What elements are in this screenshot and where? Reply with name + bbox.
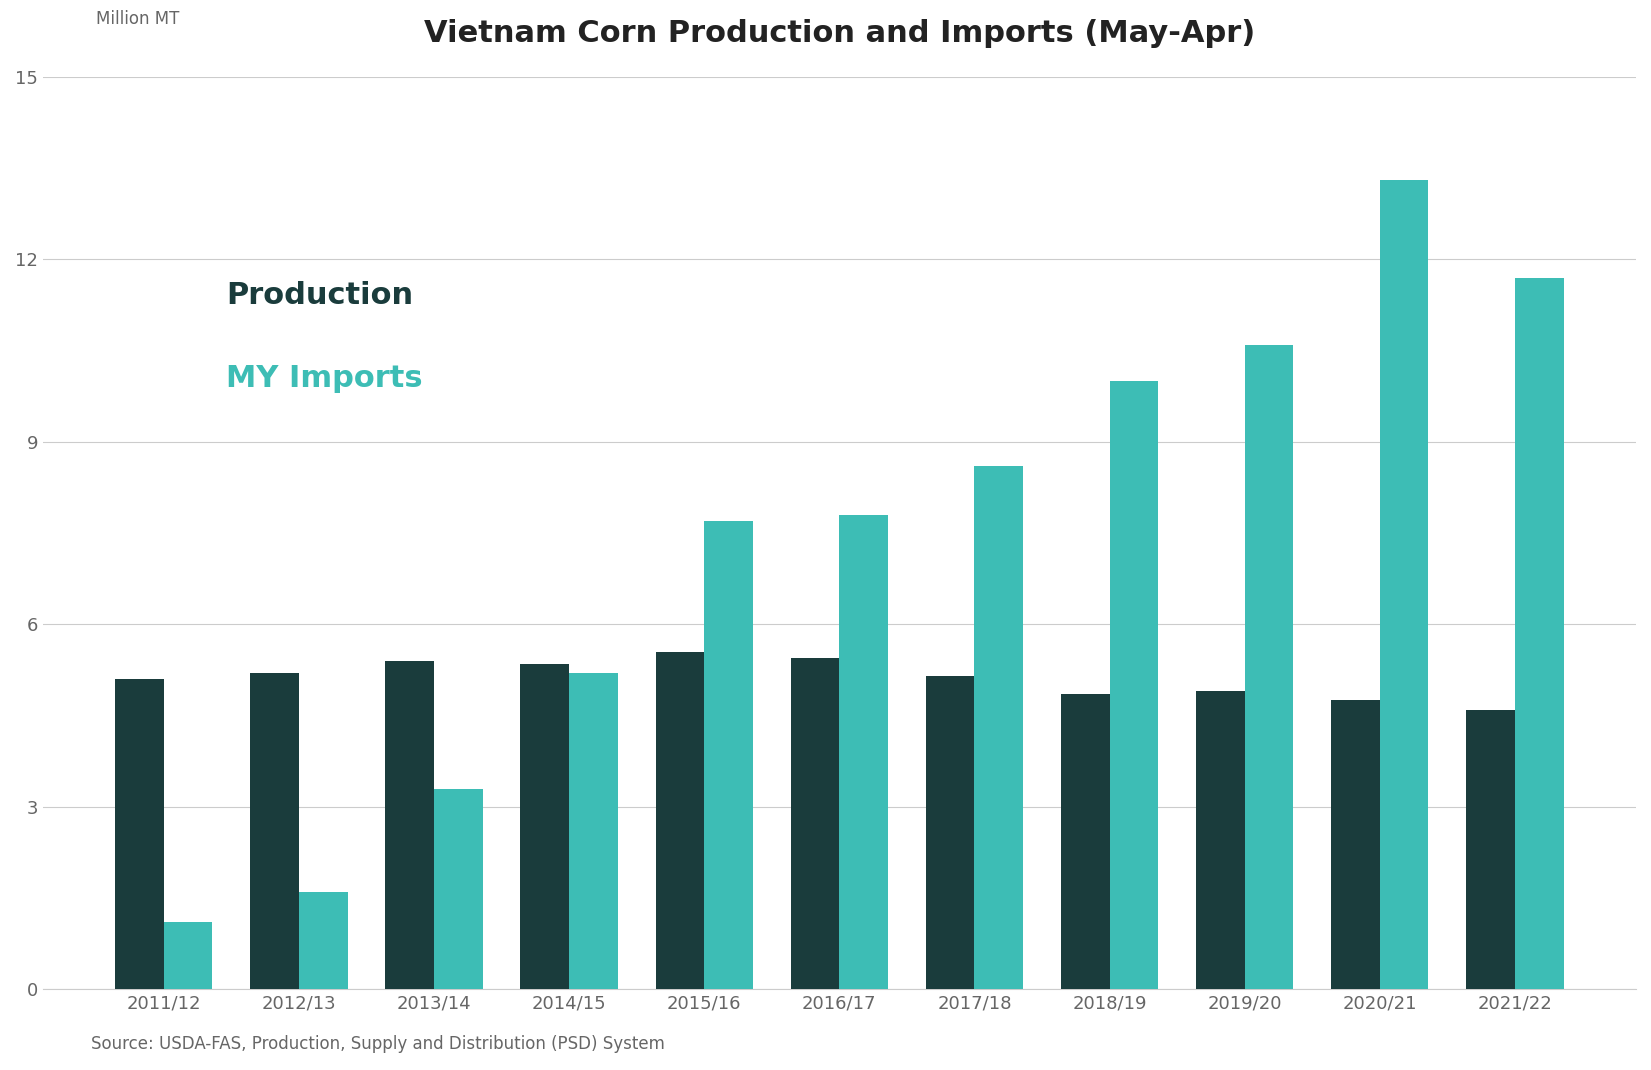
Bar (705, 521, 753, 990)
Bar (299, 892, 348, 990)
Title: Vietnam Corn Production and Imports (May-Apr): Vietnam Corn Production and Imports (May… (424, 19, 1255, 48)
Text: Million MT: Million MT (96, 11, 180, 28)
Text: MY Imports: MY Imports (226, 364, 423, 393)
Bar (1466, 709, 1516, 990)
Bar (570, 673, 617, 990)
Bar (1331, 701, 1380, 990)
Bar (1062, 694, 1109, 990)
Bar (1109, 381, 1159, 990)
Bar (163, 922, 213, 990)
Bar (434, 789, 482, 990)
Text: Source: USDA-FAS, Production, Supply and Distribution (PSD) System: Source: USDA-FAS, Production, Supply and… (91, 1035, 665, 1053)
Bar (926, 676, 974, 990)
Bar (655, 652, 705, 990)
Bar (251, 673, 299, 990)
Bar (1195, 691, 1245, 990)
Bar (520, 663, 570, 990)
Bar (385, 661, 434, 990)
Bar (791, 658, 839, 990)
Bar (1380, 181, 1428, 990)
Bar (1245, 345, 1293, 990)
Bar (839, 515, 888, 990)
Text: Production: Production (226, 281, 413, 310)
Bar (116, 679, 163, 990)
Bar (1516, 278, 1563, 990)
Bar (974, 467, 1024, 990)
